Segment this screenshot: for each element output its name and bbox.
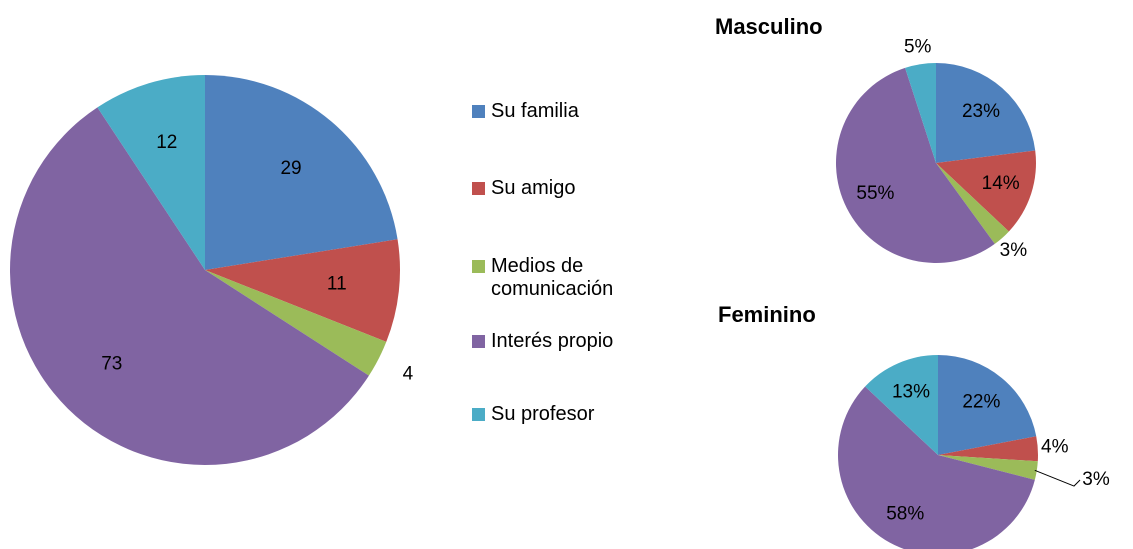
data-label: 29: [280, 158, 301, 179]
data-label: 12: [156, 132, 177, 153]
data-label: 11: [327, 274, 347, 295]
pie-slice: [936, 63, 1036, 163]
pie-slice: [865, 355, 938, 455]
data-label: 3%: [1000, 240, 1028, 261]
pie-slice: [205, 270, 387, 376]
pie-slice: [838, 386, 1035, 549]
legend-swatch: [472, 408, 485, 421]
data-label: 58%: [886, 504, 924, 525]
pie-slice: [205, 239, 401, 342]
leader-line: [1034, 469, 1081, 487]
legend-swatch: [472, 105, 485, 118]
data-label: 5%: [904, 36, 932, 57]
legend-swatch: [472, 260, 485, 273]
data-label: 22%: [962, 392, 1000, 413]
legend-item: Interés propio: [472, 330, 642, 353]
data-label: 14%: [982, 173, 1020, 194]
data-label: 4%: [1041, 437, 1069, 458]
data-label: 4: [403, 363, 414, 384]
data-label: 3%: [1082, 469, 1110, 490]
legend-label: Su amigo: [491, 177, 576, 199]
legend-item: Su profesor: [472, 403, 642, 426]
pie-slice: [905, 63, 936, 163]
data-label: 13%: [892, 382, 930, 403]
legend-swatch: [472, 182, 485, 195]
pie-slice: [936, 150, 1036, 232]
pie-slice: [938, 436, 1038, 462]
legend-item: Su amigo: [472, 177, 642, 200]
legend-label: Su profesor: [491, 403, 595, 425]
legend-item: Su familia: [472, 100, 642, 123]
chart-title: Masculino: [715, 14, 823, 39]
pie-slice: [835, 67, 995, 264]
legend-label: Su familia: [491, 100, 579, 122]
pie-slice: [97, 75, 205, 270]
pie-slice: [938, 455, 1038, 480]
legend-swatch: [472, 335, 485, 348]
data-label: 55%: [856, 183, 894, 204]
legend-label: Interés propio: [491, 330, 614, 352]
pie-slice: [10, 107, 369, 465]
chart-title: Feminino: [718, 302, 816, 327]
pie-slice: [938, 355, 1037, 455]
pie-slice: [205, 75, 398, 270]
data-label: 73: [101, 353, 122, 374]
legend-item: Medios de comunicación: [472, 255, 642, 301]
data-label: 23%: [962, 101, 1000, 122]
pie-slice: [936, 163, 1009, 244]
legend-label: Medios de comunicación: [491, 255, 614, 300]
